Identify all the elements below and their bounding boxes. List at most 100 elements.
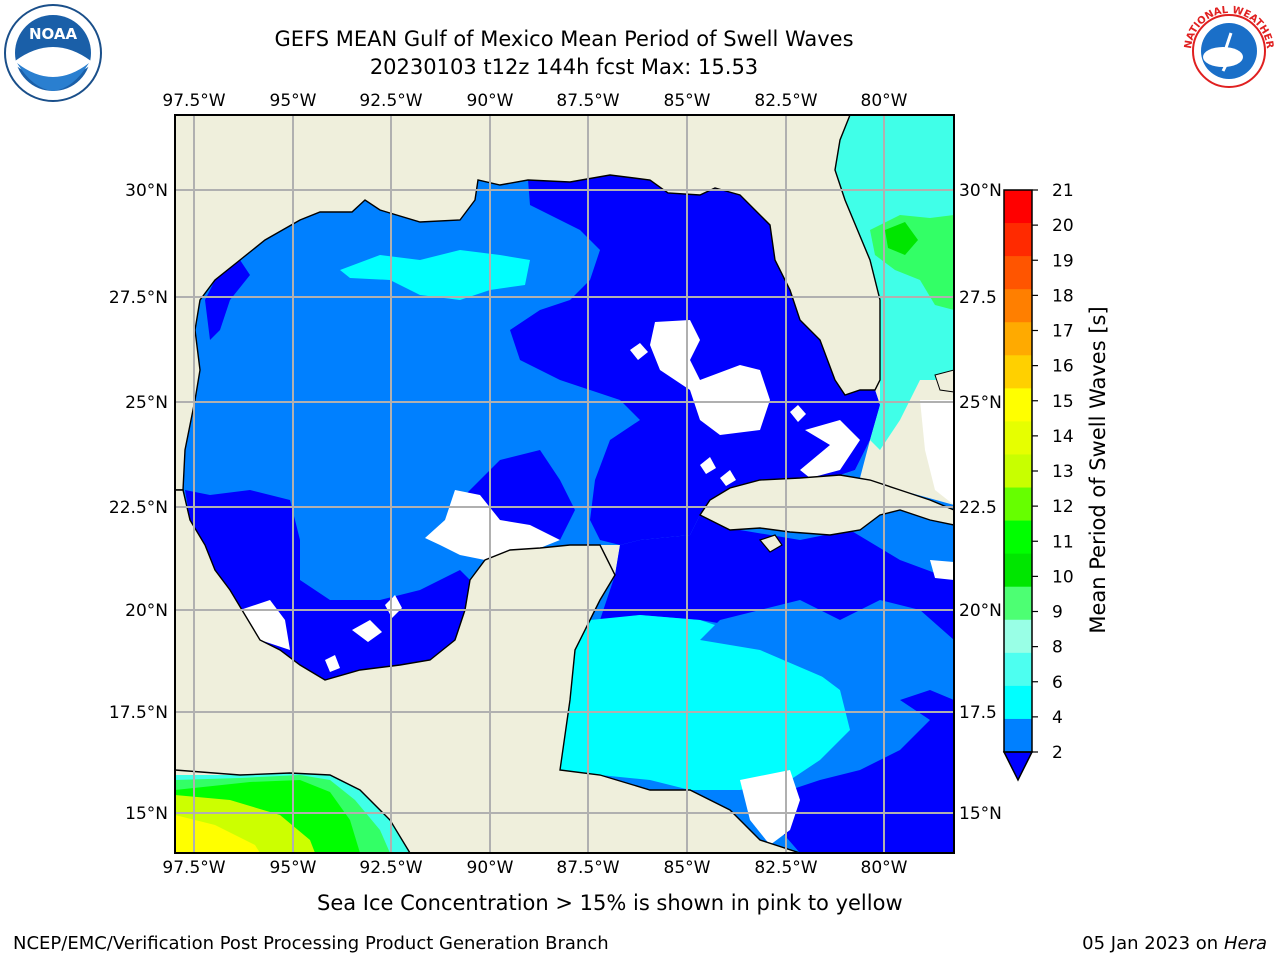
sea-ice-note: Sea Ice Concentration > 15% is shown in … xyxy=(317,891,903,915)
lat-label: 15°N xyxy=(959,804,1002,824)
lon-label: 95°W xyxy=(270,91,317,111)
lat-label: 22.5 xyxy=(959,498,997,518)
colorbar-swatch xyxy=(1004,421,1032,455)
lon-labels-bottom: 97.5°W 95°W 92.5°W 90°W 87.5°W 85°W 82.5… xyxy=(162,858,907,878)
lon-label: 97.5°W xyxy=(162,858,225,878)
ocean-deep-east xyxy=(510,175,880,545)
lon-label: 92.5°W xyxy=(359,91,422,111)
noaa-logo: NOAA xyxy=(4,4,102,102)
map-gridlines xyxy=(175,115,954,853)
land-isla-juventud xyxy=(758,534,783,553)
colorbar-tick-label: 6 xyxy=(1052,673,1063,693)
colorbar-swatch xyxy=(1004,256,1032,290)
colorbar-tick-label: 12 xyxy=(1052,497,1074,517)
colorbar-swatch xyxy=(1004,289,1032,323)
lat-label: 20°N xyxy=(125,601,168,621)
map-area xyxy=(175,115,954,853)
pacific-yellow xyxy=(175,815,260,853)
colorbar-tick-label: 9 xyxy=(1052,603,1063,623)
colorbar-extend-arrow xyxy=(1002,751,1034,782)
lon-label: 97.5°W xyxy=(162,91,225,111)
lat-label: 22.5°N xyxy=(109,498,168,518)
colorbar-tick-label: 4 xyxy=(1052,708,1063,728)
lat-label: 25°N xyxy=(959,393,1002,413)
colorbar-tick-label: 15 xyxy=(1052,392,1074,412)
colorbar-tick-label: 20 xyxy=(1052,216,1074,236)
colorbar-swatch xyxy=(1004,520,1032,555)
nodata-patch xyxy=(630,343,648,360)
land-bahamas xyxy=(934,369,954,393)
atlantic-green-dark xyxy=(885,222,918,255)
lat-labels-right: 30°N 27.5 25°N 22.5 20°N 17.5 15°N xyxy=(959,181,1002,824)
colorbar-tick-label: 16 xyxy=(1052,357,1074,377)
nodata-patch xyxy=(720,470,736,486)
colorbar-swatch xyxy=(1004,454,1032,489)
lat-label: 25°N xyxy=(125,393,168,413)
colorbar-tick-label: 18 xyxy=(1052,286,1074,306)
map-title: GEFS MEAN Gulf of Mexico Mean Period of … xyxy=(274,27,854,51)
nodata-patch xyxy=(700,457,716,474)
lon-label: 92.5°W xyxy=(359,858,422,878)
atlantic-cyan xyxy=(835,115,954,450)
colorbar: 21 20 19 18 17 16 15 14 13 12 11 10 9 8 6 4 2 xyxy=(1002,181,1074,782)
colorbar-swatch xyxy=(1004,487,1032,522)
machine-name: Hera xyxy=(1223,933,1267,954)
colorbar-swatch xyxy=(1004,388,1032,422)
lon-label: 87.5°W xyxy=(556,91,619,111)
nodata-patch xyxy=(790,405,806,422)
lon-label: 90°W xyxy=(467,858,514,878)
colorbar-tick-label: 2 xyxy=(1052,743,1063,763)
lon-label: 90°W xyxy=(467,91,514,111)
colorbar-swatch xyxy=(1004,322,1032,356)
lon-labels-top: 97.5°W 95°W 92.5°W 90°W 87.5°W 85°W 82.5… xyxy=(162,91,907,111)
colorbar-swatch xyxy=(1004,223,1032,257)
noaa-logo-text: NOAA xyxy=(29,25,78,43)
nws-logo: NATIONAL WEATHER SERVICE xyxy=(1179,1,1277,99)
map-frame xyxy=(174,114,955,854)
map-subtitle: 20230103 t12z 144h fcst Max: 15.53 xyxy=(369,55,759,79)
lon-label: 87.5°W xyxy=(556,858,619,878)
lat-label: 30°N xyxy=(959,181,1002,201)
lat-label: 30°N xyxy=(125,181,168,201)
colorbar-swatch xyxy=(1004,586,1032,621)
land-usa xyxy=(175,115,881,491)
date-text: 05 Jan 2023 on Hera xyxy=(1082,933,1267,954)
colorbar-tick-label: 11 xyxy=(1052,532,1074,552)
lat-labels-left: 30°N 27.5°N 25°N 22.5°N 20°N 17.5°N 15°N xyxy=(109,181,168,824)
lat-label: 27.5°N xyxy=(109,288,168,308)
colorbar-tick-label: 10 xyxy=(1052,567,1074,587)
nodata-patch xyxy=(930,560,954,580)
colorbar-tick-label: 8 xyxy=(1052,638,1063,658)
colorbar-tick-label: 13 xyxy=(1052,462,1074,482)
colorbar-swatch xyxy=(1004,619,1032,654)
land-mexico xyxy=(175,489,801,853)
colorbar-swatch xyxy=(1004,652,1032,687)
ocean-cyan-caribbean xyxy=(560,615,850,790)
colorbar-tick-label: 14 xyxy=(1052,427,1074,447)
lat-label: 15°N xyxy=(125,804,168,824)
lat-label: 27.5 xyxy=(959,288,997,308)
lon-label: 85°W xyxy=(664,91,711,111)
colorbar-swatch xyxy=(1004,685,1032,720)
colorbar-swatch xyxy=(1004,553,1032,588)
ocean-cyan-north xyxy=(340,250,530,300)
lon-label: 82.5°W xyxy=(754,858,817,878)
lon-label: 85°W xyxy=(664,858,711,878)
colorbar-tick-label: 19 xyxy=(1052,251,1074,271)
lon-label: 80°W xyxy=(861,91,908,111)
nodata-patch xyxy=(325,655,340,672)
ocean-deep-northwest xyxy=(205,260,250,340)
colorbar-swatch xyxy=(1004,190,1032,224)
date-label: 05 Jan 2023 on xyxy=(1082,933,1224,954)
land-cuba xyxy=(698,474,954,536)
nodata-patch xyxy=(920,400,954,505)
ocean-deep-caribbean xyxy=(600,515,954,853)
lon-label: 95°W xyxy=(270,858,317,878)
colorbar-label: Mean Period of Swell Waves [s] xyxy=(1086,306,1110,633)
nodata-patch xyxy=(800,420,860,478)
lat-label: 17.5 xyxy=(959,703,997,723)
ocean-mid-caribbean xyxy=(700,600,954,710)
nodata-patch xyxy=(352,620,382,642)
colorbar-tick-label: 21 xyxy=(1052,181,1074,201)
